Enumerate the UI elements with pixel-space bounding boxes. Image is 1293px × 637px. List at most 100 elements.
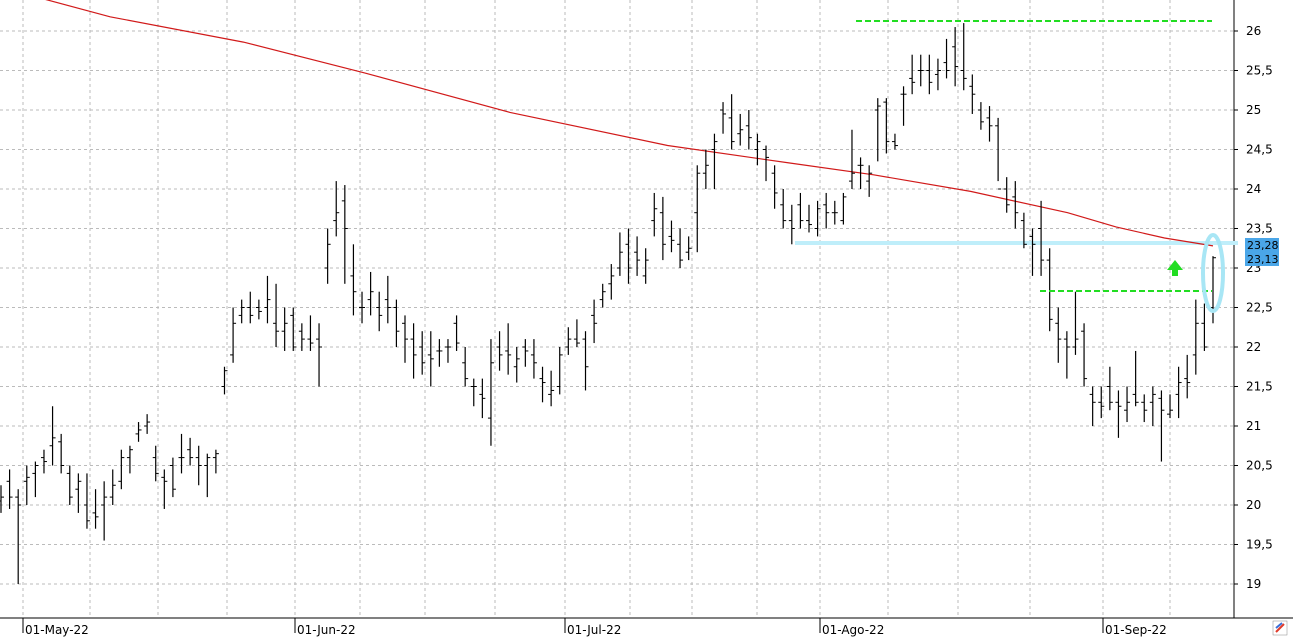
y-tick-label: 25 (1246, 103, 1261, 117)
ohlc-bar (513, 347, 520, 383)
ohlc-bar (1020, 212, 1027, 249)
ohlc-bar (977, 102, 984, 130)
ohlc-bar (419, 331, 426, 375)
ohlc-bar (788, 204, 795, 245)
ohlc-bar (126, 445, 133, 474)
ohlc-bar (539, 366, 546, 403)
y-tick-label: 21,5 (1246, 380, 1273, 394)
price-tag-1: 23,28 (1247, 239, 1279, 252)
logo-icon (1272, 620, 1288, 636)
y-tick-label: 22 (1246, 340, 1261, 354)
ohlc-bar (1098, 386, 1105, 419)
ohlc-bar (1106, 366, 1113, 411)
ohlc-bar (247, 291, 254, 324)
ohlc-bar (23, 465, 30, 505)
ohlc-bar (677, 228, 684, 268)
ohlc-bar (144, 414, 151, 434)
y-tick-label: 25,5 (1246, 64, 1273, 78)
ohlc-bar (66, 465, 73, 505)
y-tick-label: 23,5 (1246, 222, 1273, 236)
ohlc-bar (204, 453, 211, 498)
ohlc-bar (1141, 394, 1148, 423)
ohlc-bar (135, 422, 142, 442)
x-tick-label: 01-May-22 (25, 623, 89, 637)
ohlc-bar (1046, 248, 1053, 332)
ohlc-bar (1167, 394, 1174, 419)
ohlc-bar (1038, 200, 1045, 276)
x-axis-tick-labels: 01-May-22 01-Jun-22 01-Jul-22 01-Ago-22 01-S… (22, 618, 1167, 637)
ohlc-bar (187, 437, 194, 466)
ohlc-bar (238, 299, 245, 324)
ohlc-bar (934, 58, 941, 91)
ohlc-bar (582, 331, 589, 391)
ohlc-bar (178, 433, 185, 474)
ohlc-bar (195, 445, 202, 486)
ohlc-bar (995, 117, 1002, 190)
highlight-ellipse (1201, 233, 1225, 313)
ohlc-bar (702, 149, 709, 189)
ohlc-bar (1029, 228, 1036, 276)
ohlc-bar (1072, 291, 1079, 355)
ohlc-bar (573, 319, 580, 347)
ohlc-bar (1192, 299, 1199, 375)
ohlc-bar (1158, 390, 1165, 462)
ohlc-bar (118, 449, 125, 490)
ohlc-bar (694, 165, 701, 253)
ohlc-bar (874, 98, 881, 162)
ohlc-bar (290, 307, 297, 351)
ohlc-bar (986, 106, 993, 142)
ohlc-bar (221, 366, 228, 395)
moving-average-line (45, 0, 1214, 247)
ohlc-bar (230, 307, 237, 363)
price-tags: 23,28 23,13 (1245, 238, 1279, 266)
ohlc-bar (814, 200, 821, 237)
ohlc-bar (642, 248, 649, 284)
ohlc-bar (49, 406, 56, 466)
ohlc-bar (1089, 386, 1096, 426)
ohlc-bar (470, 378, 477, 407)
ohlc-bar (737, 113, 744, 146)
ohlc-bar (101, 481, 108, 541)
ohlc-bar (273, 283, 280, 347)
ohlc-bar (255, 299, 262, 320)
ohlc-bar (926, 54, 933, 95)
ohlc-bar (754, 133, 761, 166)
ohlc-bar (556, 347, 563, 395)
y-tick-label: 24 (1246, 182, 1261, 196)
ohlc-bar (169, 457, 176, 498)
ohlc-bar (444, 339, 451, 363)
ohlc-bar (307, 315, 314, 351)
y-tick-label: 19,5 (1246, 538, 1273, 552)
ohlc-bar (900, 86, 907, 126)
y-tick-label: 24,5 (1246, 143, 1273, 157)
ohlc-bar (333, 181, 340, 237)
ohlc-bar (462, 347, 469, 387)
ohlc-bar (281, 307, 288, 351)
ohlc-bar (212, 449, 219, 474)
ohlc-bar (1201, 303, 1208, 351)
ohlc-bar (883, 98, 890, 154)
ohlc-bar (659, 196, 666, 261)
ohlc-bar (909, 54, 916, 95)
ohlc-bar (1149, 386, 1156, 426)
y-tick-label: 22,5 (1246, 301, 1273, 315)
ohlc-bar (745, 110, 752, 150)
y-tick-label: 20 (1246, 498, 1261, 512)
y-tick-label: 21 (1246, 419, 1261, 433)
ohlc-bar (599, 283, 606, 308)
ohlc-bar (608, 264, 615, 300)
ohlc-bar (891, 133, 898, 150)
ohlc-bar (161, 469, 168, 509)
grid-lines (0, 0, 1234, 618)
ohlc-bar (0, 485, 4, 513)
ohlc-bar (75, 473, 82, 513)
ohlc-bar (6, 469, 13, 509)
ohlc-bar (848, 129, 855, 189)
ohlc-bar (410, 323, 417, 379)
ohlc-bar (350, 244, 357, 316)
ohlc-bar (393, 299, 400, 347)
ohlc-bar (436, 339, 443, 367)
ohlc-bars (0, 23, 1216, 584)
